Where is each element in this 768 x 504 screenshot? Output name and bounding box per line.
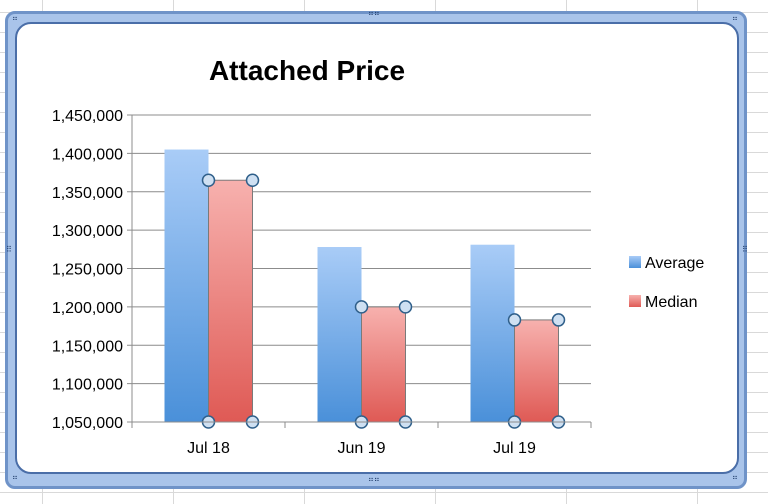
bar-median[interactable] [361,306,406,423]
resize-handle-bottom-icon[interactable]: ⠛⠛ [368,477,380,486]
resize-handle-top-left-icon[interactable]: ⠛ [12,16,18,25]
y-tick-label: 1,200,000 [52,300,123,317]
axes: 1,050,000 1,100,000 1,150,000 1,200,000 1,25… [52,108,592,457]
y-tick-label: 1,350,000 [52,185,123,202]
selection-handle-icon[interactable] [201,173,216,187]
y-tick-label: 1,300,000 [52,223,123,240]
bar-median[interactable] [514,319,559,423]
selection-handle-icon[interactable] [551,313,566,327]
y-tick-label: 1,100,000 [52,377,123,394]
legend-label-median[interactable]: Median [645,294,697,311]
resize-handle-left-icon[interactable]: ⠿ [6,245,12,254]
resize-handle-bottom-right-icon[interactable]: ⠛ [732,475,738,484]
bar-median[interactable] [208,179,253,423]
y-tick-label: 1,400,000 [52,146,123,163]
x-tick-label: Jul 19 [493,440,536,457]
bar-average[interactable] [470,244,515,422]
legend[interactable]: Average Median [629,255,704,311]
y-tick-label: 1,050,000 [52,415,123,432]
resize-handle-right-icon[interactable]: ⠿ [742,245,748,254]
y-tick-label: 1,150,000 [52,338,123,355]
bars[interactable] [164,149,566,429]
selection-handle-icon[interactable] [245,173,260,187]
y-tick-label: 1,250,000 [52,262,123,279]
legend-swatch-median [629,295,641,307]
selection-handle-icon[interactable] [507,313,522,327]
selection-handle-icon[interactable] [398,300,413,314]
x-tick-label: Jul 18 [187,440,230,457]
resize-handle-top-icon[interactable]: ⠛⠛ [368,11,380,20]
bar-average[interactable] [317,247,362,422]
chart-title: Attached Price [209,55,405,86]
resize-handle-top-right-icon[interactable]: ⠛ [732,16,738,25]
x-tick-label: Jun 19 [337,440,385,457]
y-tick-label: 1,450,000 [52,108,123,125]
selection-handle-icon[interactable] [354,300,369,314]
legend-swatch-average [629,256,641,268]
resize-handle-bottom-left-icon[interactable]: ⠛ [12,475,18,484]
legend-label-average[interactable]: Average [645,255,704,272]
bar-average[interactable] [164,149,209,422]
